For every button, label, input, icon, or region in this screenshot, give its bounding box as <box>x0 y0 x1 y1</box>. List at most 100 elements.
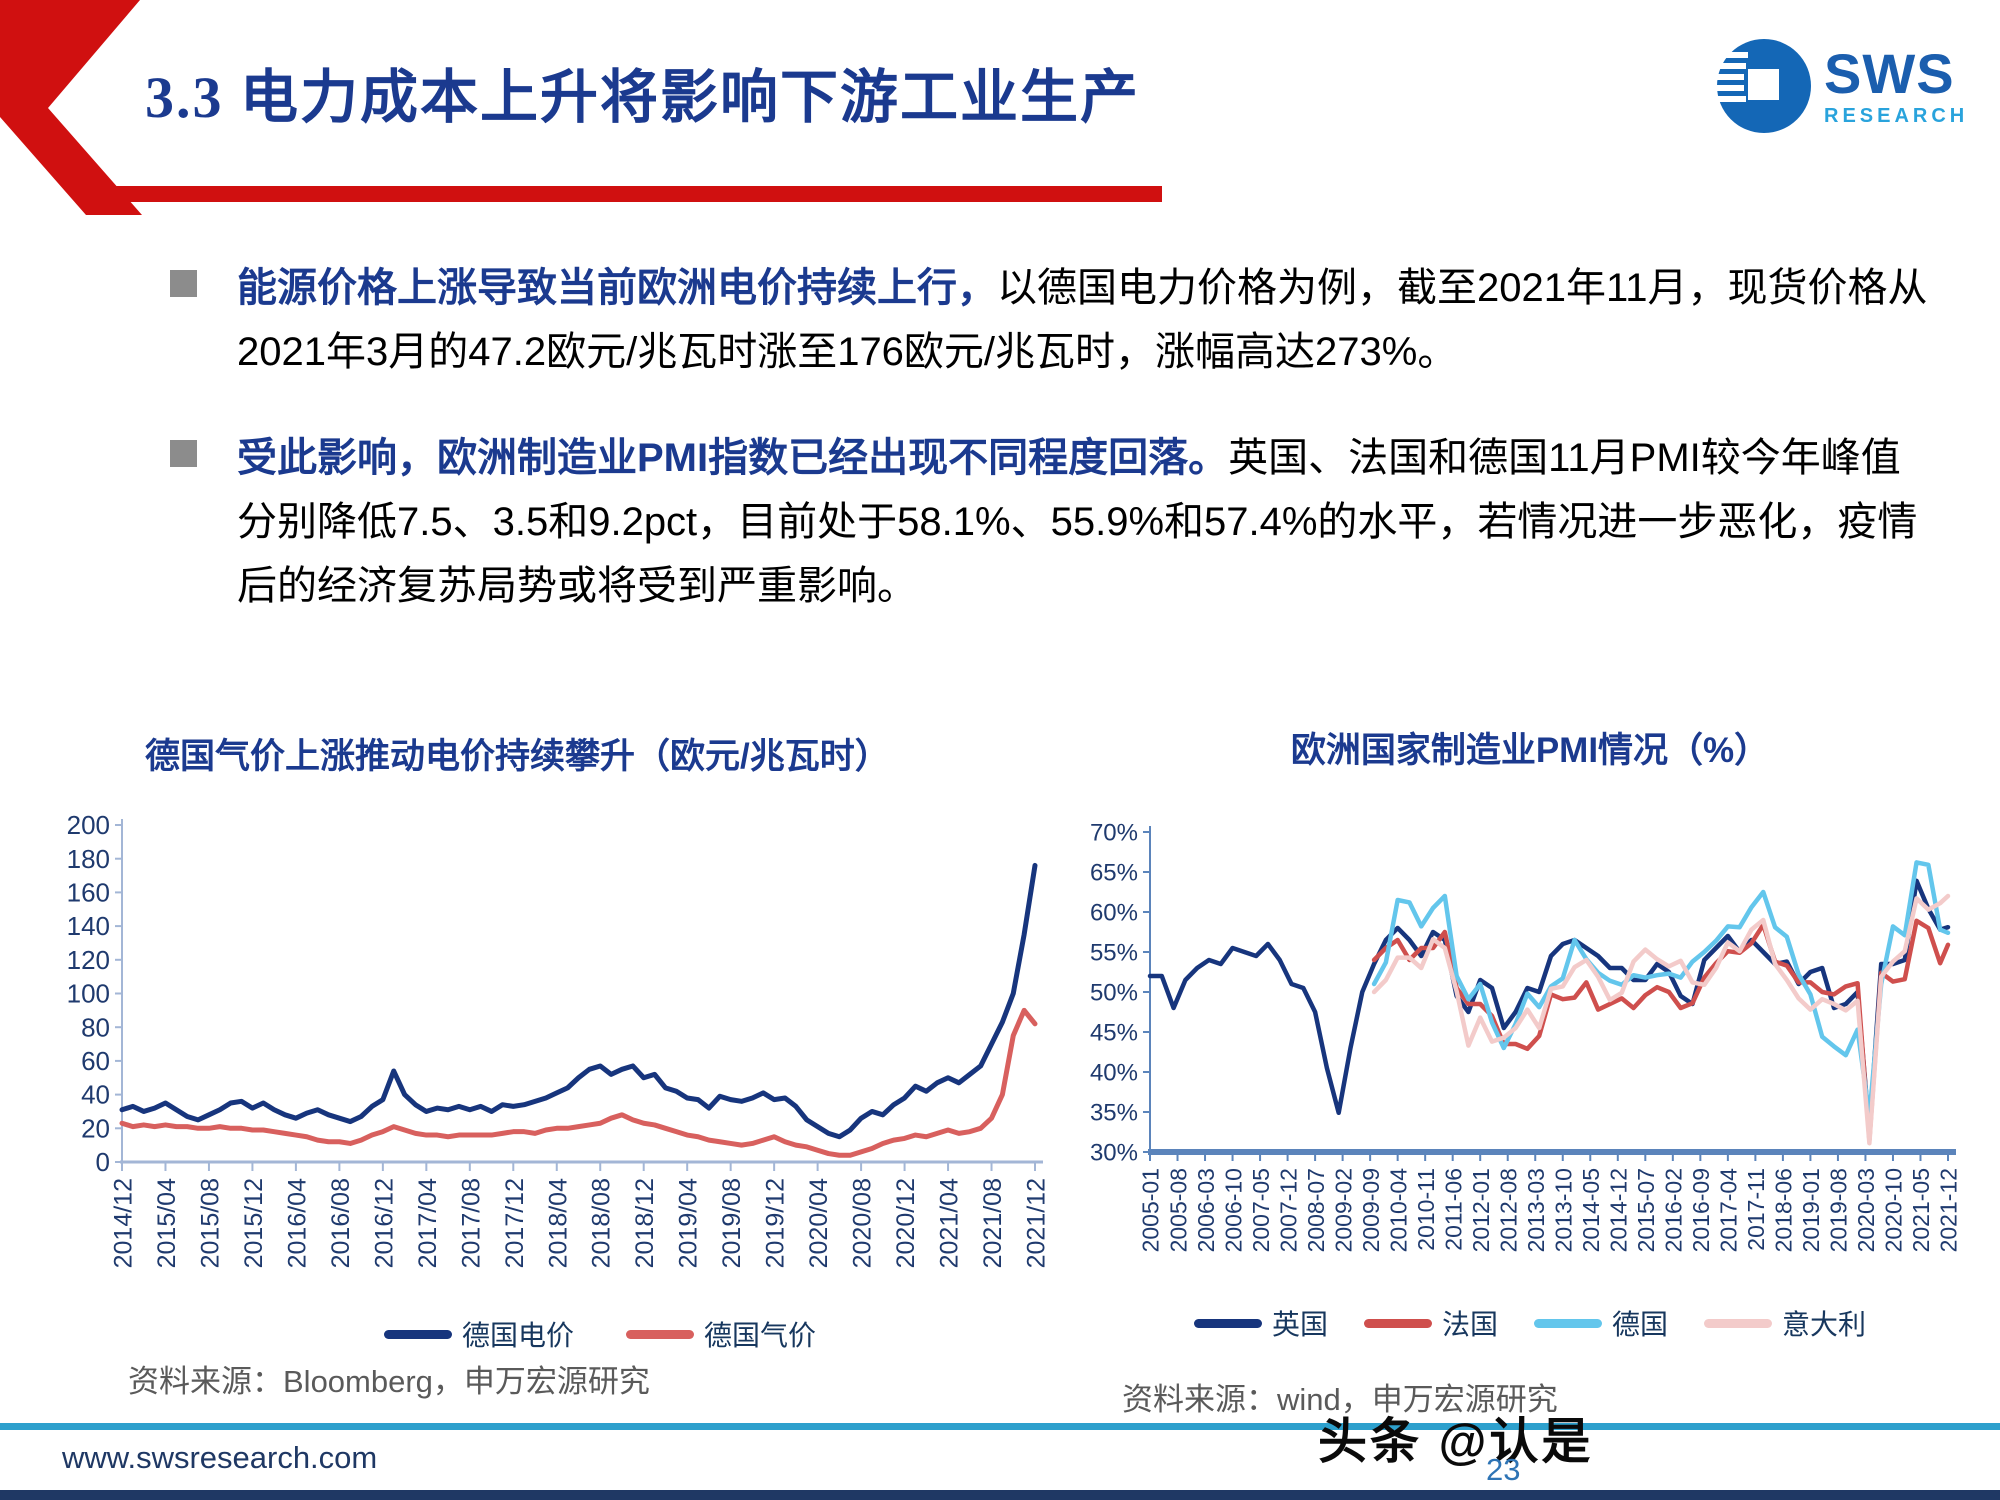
x-tick-label: 2020/08 <box>849 1178 877 1268</box>
bullet-list: 能源价格上涨导致当前欧洲电价持续上行，以德国电力价格为例，截至2021年11月，… <box>170 256 1940 618</box>
y-tick-label: 65% <box>1090 859 1138 886</box>
x-tick-label: 2013-10 <box>1550 1168 1576 1252</box>
x-tick-label: 2016/08 <box>327 1178 355 1268</box>
y-tick-label: 50% <box>1090 979 1138 1006</box>
x-tick-label: 2010-11 <box>1413 1168 1439 1251</box>
y-tick-label: 60% <box>1090 899 1138 926</box>
x-tick-label: 2014-05 <box>1578 1168 1604 1252</box>
legend-label: 英国 <box>1271 1309 1328 1340</box>
y-tick-label: 200 <box>67 810 110 840</box>
bullet-text-2: 受此影响，欧洲制造业PMI指数已经出现不同程度回落。英国、法国和德国11月PMI… <box>237 426 1940 618</box>
page-number: 23 <box>1486 1452 1521 1487</box>
x-tick-label: 2020-03 <box>1853 1168 1879 1252</box>
y-tick-label: 100 <box>67 979 110 1009</box>
x-tick-label: 2019-01 <box>1798 1168 1824 1252</box>
logo-name: SWS <box>1824 42 1955 105</box>
sws-research-logo: SWS RESEARCH <box>1712 36 1968 136</box>
x-tick-label: 2018-06 <box>1771 1168 1797 1252</box>
logo-text: SWS RESEARCH <box>1824 42 1968 127</box>
series-line-德国 <box>1371 860 1951 1119</box>
x-tick-label: 2015/12 <box>240 1178 268 1268</box>
x-tick-label: 2019/04 <box>675 1178 703 1268</box>
x-tick-label: 2019-08 <box>1826 1168 1852 1252</box>
x-tick-label: 2013-03 <box>1523 1168 1549 1252</box>
y-tick-label: 120 <box>67 945 110 975</box>
x-tick-label: 2016-09 <box>1688 1168 1714 1252</box>
page-title: 3.3 电力成本上升将影响下游工业生产 <box>145 65 1141 130</box>
legend-label: 德国 <box>1612 1309 1669 1340</box>
y-tick-label: 180 <box>67 844 110 874</box>
legend-swatch-icon <box>1363 1318 1432 1328</box>
bullet-2-body: 英国、法国和德国11月PMI较今年峰值分别降低7.5、3.5和9.2pct，目前… <box>237 436 1918 608</box>
series-line-德国气价 <box>119 1007 1038 1158</box>
bullet-item-2: 受此影响，欧洲制造业PMI指数已经出现不同程度回落。英国、法国和德国11月PMI… <box>170 426 1940 618</box>
left-chart-title: 德国气价上涨推动电价持续攀升（欧元/兆瓦时） <box>145 737 890 776</box>
legend-item: 英国 <box>1193 1303 1328 1343</box>
x-tick-label: 2009-09 <box>1358 1168 1384 1252</box>
x-tick-label: 2018/08 <box>588 1178 616 1268</box>
square-bullet-icon <box>170 270 197 297</box>
x-tick-label: 2017/08 <box>457 1178 485 1268</box>
x-tick-label: 2016/12 <box>370 1178 398 1268</box>
x-tick-label: 2018/04 <box>544 1178 572 1268</box>
bullet-text-1: 能源价格上涨导致当前欧洲电价持续上行，以德国电力价格为例，截至2021年11月，… <box>237 256 1940 384</box>
x-tick-label: 2005-08 <box>1165 1168 1191 1252</box>
x-tick-label: 2015/08 <box>196 1178 224 1268</box>
y-tick-label: 45% <box>1090 1019 1138 1046</box>
legend-item: 意大利 <box>1704 1303 1866 1343</box>
header-red-chevron-decoration <box>0 0 1162 215</box>
x-tick-label: 2005-01 <box>1138 1168 1164 1252</box>
x-tick-label: 2019/08 <box>718 1178 746 1268</box>
legend-swatch-icon <box>1193 1318 1262 1328</box>
y-tick-label: 0 <box>96 1147 110 1177</box>
x-tick-label: 2019/12 <box>762 1178 790 1268</box>
x-tick-label: 2009-02 <box>1330 1168 1356 1252</box>
series-line-意大利 <box>1371 893 1951 1146</box>
x-tick-label: 2015-07 <box>1633 1168 1659 1252</box>
sws-coin-icon <box>1716 39 1811 133</box>
footer-url-link[interactable]: www.swsresearch.com <box>62 1440 378 1475</box>
x-tick-label: 2021/12 <box>1023 1178 1051 1268</box>
legend-label: 意大利 <box>1782 1309 1867 1340</box>
right-chart-title: 欧洲国家制造业PMI情况（%） <box>1290 731 1770 770</box>
x-tick-label: 2007-12 <box>1275 1168 1301 1252</box>
toutiao-watermark: 头条 @认是 <box>1318 1415 1594 1469</box>
x-tick-label: 2011-06 <box>1440 1168 1466 1251</box>
y-tick-label: 80 <box>81 1012 110 1042</box>
y-tick-label: 40 <box>81 1080 110 1110</box>
right-chart-canvas: 70% 65% 60% 55% 50% 45% 40% 35% 30%2005-01 2005-0… <box>1090 819 1962 1253</box>
x-tick-label: 2016/04 <box>283 1178 311 1268</box>
legend-label: 德国气价 <box>704 1320 817 1351</box>
x-tick-label: 2012-01 <box>1468 1168 1494 1252</box>
x-tick-label: 2021/04 <box>936 1178 964 1268</box>
right-chart-legend: 英国 法国 德国 意大利 <box>1090 1303 1970 1343</box>
x-tick-label: 2014/12 <box>110 1178 138 1268</box>
x-tick-label: 2020-10 <box>1881 1168 1907 1252</box>
y-tick-label: 140 <box>67 911 110 941</box>
x-tick-label: 2006-10 <box>1220 1168 1246 1252</box>
y-tick-label: 70% <box>1090 819 1138 846</box>
x-tick-label: 2016-02 <box>1661 1168 1687 1252</box>
x-tick-label: 2021-12 <box>1936 1168 1962 1252</box>
bullet-2-highlight: 受此影响，欧洲制造业PMI指数已经出现不同程度回落。 <box>237 436 1229 480</box>
bullet-item-1: 能源价格上涨导致当前欧洲电价持续上行，以德国电力价格为例，截至2021年11月，… <box>170 256 1940 384</box>
x-tick-label: 2008-07 <box>1303 1168 1329 1252</box>
legend-item: 法国 <box>1363 1303 1498 1343</box>
legend-item: 德国电价 <box>383 1314 574 1354</box>
y-tick-label: 35% <box>1090 1099 1138 1126</box>
y-tick-label: 40% <box>1090 1059 1138 1086</box>
y-tick-label: 160 <box>67 878 110 908</box>
y-tick-label: 55% <box>1090 939 1138 966</box>
right-chart-source: 资料来源：wind，申万宏源研究 <box>1122 1382 1558 1417</box>
series-line-德国电价 <box>119 862 1038 1140</box>
y-tick-label: 20 <box>81 1113 110 1143</box>
x-tick-label: 2017-04 <box>1716 1168 1742 1253</box>
x-tick-label: 2020/04 <box>805 1178 833 1268</box>
x-tick-label: 2018/12 <box>631 1178 659 1268</box>
x-tick-label: 2021/08 <box>979 1178 1007 1268</box>
bullet-1-body: 以德国电力价格为例，截至2021年11月，现货价格从2021年3月的47.2欧元… <box>237 266 1928 374</box>
legend-swatch-icon <box>1704 1318 1773 1328</box>
left-chart-source: 资料来源：Bloomberg，申万宏源研究 <box>128 1364 650 1399</box>
